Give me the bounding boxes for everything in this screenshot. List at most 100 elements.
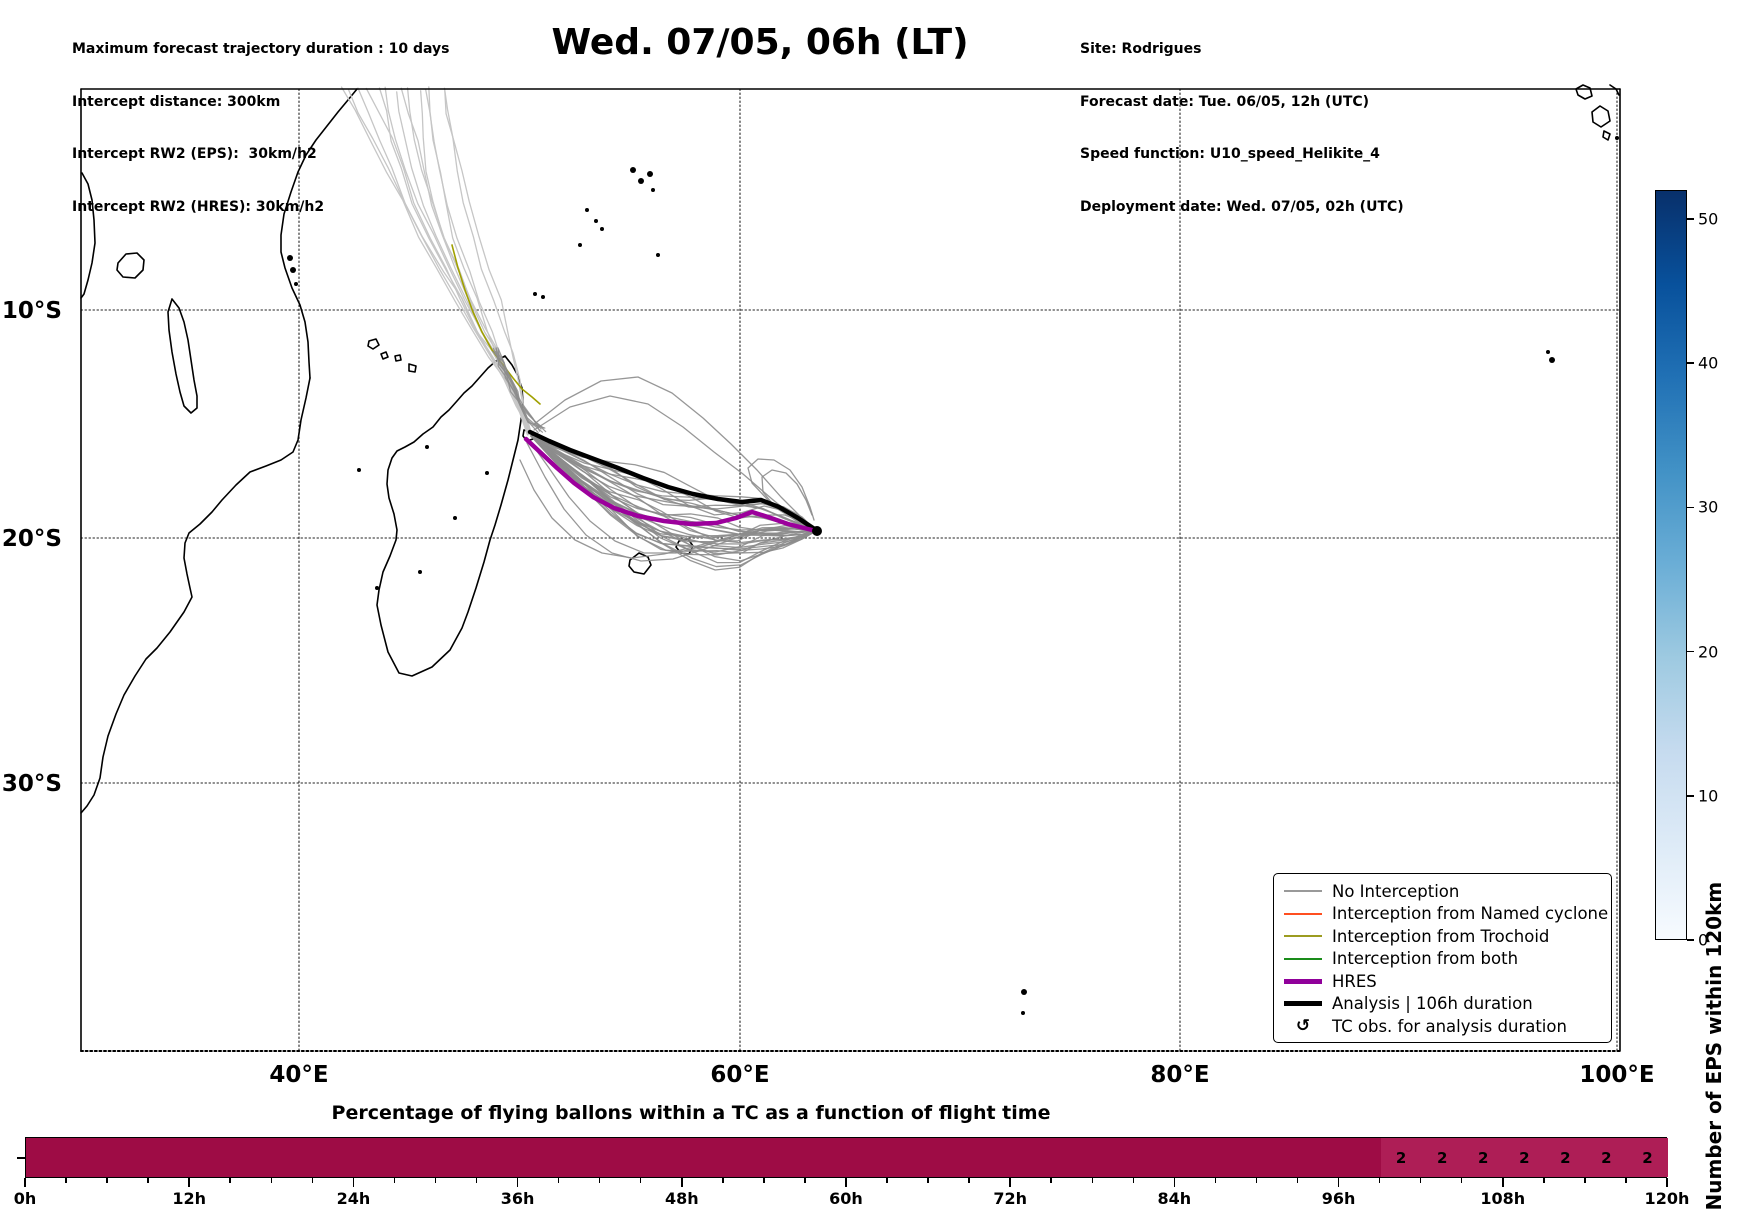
- bar-x-minor-tick: [804, 1178, 806, 1183]
- ensemble-trajectory-north: [340, 86, 530, 435]
- bar-x-minor-tick: [598, 1178, 601, 1183]
- colorbar-tick-label: 40: [1698, 353, 1719, 373]
- bar-x-minor-tick: [1378, 1178, 1381, 1183]
- bar-segment-highlight: [1380, 1138, 1668, 1177]
- bar-x-major-tick: [24, 1178, 26, 1187]
- bar-x-tick-label: 108h: [1480, 1189, 1526, 1208]
- coastline-corner-coast: [1609, 84, 1620, 96]
- forecast-date-text: Forecast date: Tue. 06/05, 12h (UTC): [1080, 93, 1370, 110]
- site-text: Site: Rodrigues: [1080, 41, 1202, 57]
- island-speck-15: [485, 471, 489, 475]
- header-left-info: Maximum forecast trajectory duration : 1…: [72, 6, 449, 251]
- ensemble-trajectory-dip: [526, 442, 817, 562]
- bar-x-major-tick: [681, 1178, 683, 1187]
- ensemble-trajectory-connector: [491, 350, 539, 434]
- bar-value-label: 2: [1601, 1148, 1612, 1167]
- island-speck-17: [357, 468, 361, 472]
- island-speck-22: [1021, 989, 1027, 995]
- legend-line-swatch: [1284, 1001, 1322, 1007]
- bar-x-tick-label: 36h: [500, 1189, 535, 1208]
- bar-x-minor-tick: [1091, 1178, 1094, 1183]
- coastline-madagascar: [376, 355, 524, 677]
- lat-label-20°S: 20°S: [2, 526, 62, 552]
- bar-x-minor-tick: [65, 1178, 67, 1183]
- bar-x-tick-label: 60h: [829, 1189, 863, 1208]
- bar-x-minor-tick: [1419, 1178, 1422, 1183]
- ensemble-trajectory-east: [530, 435, 817, 539]
- colorbar-tick-label: 0: [1698, 930, 1709, 950]
- bar-x-minor-tick: [229, 1178, 231, 1183]
- coastline-sumatra-isle-2: [1591, 105, 1611, 128]
- bar-x-tick-label: 72h: [993, 1189, 1027, 1208]
- bar-value-label: 2: [1642, 1148, 1653, 1167]
- ensemble-trajectory-north: [444, 90, 532, 434]
- header-right-info: Site: Rodrigues Forecast date: Tue. 06/0…: [1080, 6, 1404, 251]
- colorbar-tick: [1687, 218, 1694, 220]
- legend-label: Interception from both: [1332, 949, 1519, 969]
- colorbar-tick-label: 20: [1698, 642, 1719, 662]
- lon-label-40°E: 40°E: [269, 1062, 328, 1088]
- lon-label-80°E: 80°E: [1150, 1062, 1209, 1088]
- bar-x-minor-tick: [311, 1178, 314, 1183]
- legend-row-2: Interception from Trochoid: [1284, 925, 1611, 948]
- colorbar-tick: [1687, 506, 1694, 509]
- island-speck-12: [533, 292, 537, 296]
- island-speck-8: [638, 178, 644, 184]
- bar-x-minor-tick: [1543, 1178, 1545, 1183]
- legend-label: HRES: [1332, 971, 1377, 991]
- colorbar-tick-label: 10: [1698, 786, 1719, 806]
- colorbar-tick: [1687, 650, 1694, 653]
- bar-x-minor-tick: [639, 1178, 642, 1183]
- coastline-reunion: [628, 552, 652, 575]
- island-speck-7: [630, 167, 636, 173]
- coastline-comoros-1: [367, 338, 380, 350]
- bar-x-tick-label: 120h: [1644, 1189, 1690, 1208]
- hres-trajectory: [523, 436, 819, 534]
- island-speck-5: [600, 227, 604, 231]
- bar-x-minor-tick: [1584, 1178, 1586, 1183]
- bar-x-tick-label: 24h: [336, 1189, 371, 1208]
- ensemble-trajectory-connector: [495, 350, 544, 429]
- bar-x-minor-tick: [1214, 1178, 1217, 1183]
- bar-x-tick-label: 96h: [1321, 1189, 1356, 1208]
- legend-line-swatch: [1284, 978, 1322, 984]
- bar-chart: 2 2 2 2 2 2 2: [25, 1137, 1668, 1178]
- ensemble-trajectory-loop: [761, 469, 817, 532]
- intercept-rw2-eps-text: Intercept RW2 (EPS): 30km/h2: [72, 146, 317, 162]
- ensemble-trajectory-north: [348, 89, 530, 430]
- colorbar-tick-label: 50: [1698, 209, 1719, 229]
- deployment-date-text: Deployment date: Wed. 07/05, 02h (UTC): [1080, 198, 1404, 215]
- island-speck-14: [425, 445, 429, 449]
- legend-line-swatch: [1284, 890, 1322, 893]
- coastline-comoros-4: [408, 363, 417, 373]
- lon-label-100°E: 100°E: [1579, 1062, 1654, 1088]
- lat-label-10°S: 10°S: [2, 298, 62, 324]
- coastline-africa-coast-north: [280, 88, 358, 379]
- island-speck-18: [418, 570, 422, 574]
- bar-value-label: 2: [1519, 1148, 1530, 1167]
- analysis-trajectory: [527, 429, 819, 533]
- bar-x-minor-tick: [1255, 1178, 1258, 1183]
- bar-x-minor-tick: [722, 1178, 724, 1183]
- island-speck-13: [541, 295, 545, 299]
- bar-x-major-tick: [188, 1178, 190, 1187]
- bar-x-major-tick: [1173, 1178, 1176, 1187]
- map-legend: No Interception Interception from Named c…: [1273, 873, 1612, 1043]
- island-speck-10: [651, 188, 655, 192]
- island-speck-0: [287, 255, 293, 261]
- legend-row-5: Analysis | 106h duration: [1284, 993, 1611, 1016]
- bar-x-minor-tick: [557, 1178, 560, 1183]
- colorbar-tick: [1687, 795, 1694, 797]
- legend-row-1: Interception from Named cyclone: [1284, 903, 1611, 926]
- lon-label-60°E: 60°E: [710, 1062, 769, 1088]
- intercept-distance-text: Intercept distance: 300km: [72, 93, 281, 110]
- legend-label: No Interception: [1332, 881, 1460, 901]
- deployment-site-marker: [812, 526, 822, 536]
- legend-row-0: No Interception: [1284, 880, 1611, 903]
- bar-x-tick-label: 84h: [1157, 1189, 1192, 1208]
- island-speck-4: [594, 219, 598, 223]
- island-speck-11: [656, 253, 660, 257]
- colorbar-tick: [1687, 939, 1694, 941]
- trajectory-trochoid-interception: [451, 244, 541, 405]
